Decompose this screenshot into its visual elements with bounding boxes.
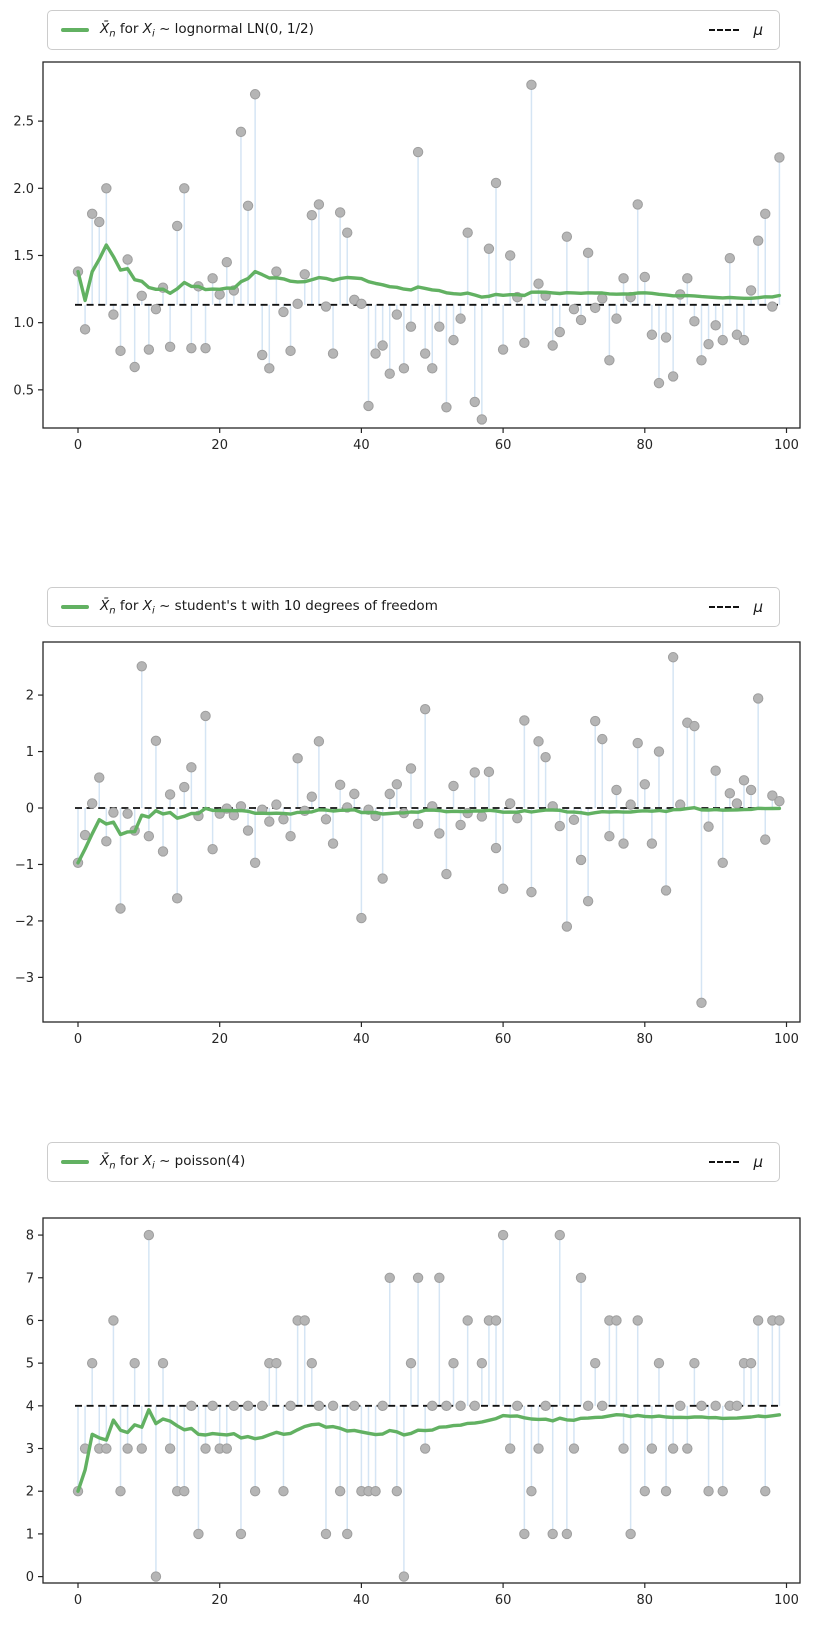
mu-dash-swatch	[709, 1161, 740, 1163]
legend-series-entry: X̄n for Xi ~ lognormal LN(0, 1/2)	[61, 20, 314, 40]
series-line-swatch	[61, 1160, 89, 1164]
stem-lines	[77, 657, 781, 1003]
svg-text:8: 8	[26, 1229, 34, 1244]
sample-markers	[72, 1229, 785, 1582]
plot-frame	[42, 1217, 801, 1584]
mu-label: μ	[753, 598, 763, 616]
mu-label: μ	[753, 1153, 763, 1171]
svg-text:20: 20	[211, 1593, 228, 1608]
svg-text:0: 0	[74, 438, 82, 453]
legend-series-entry: X̄n for Xi ~ poisson(4)	[61, 1152, 246, 1172]
running-mean-line	[76, 1408, 782, 1493]
svg-text:−3: −3	[15, 971, 34, 986]
svg-text:0: 0	[74, 1032, 82, 1047]
x-axis-ticks: 0 20 40 60 80 100	[74, 1022, 799, 1047]
svg-text:1: 1	[26, 745, 34, 760]
svg-text:0: 0	[26, 802, 34, 817]
stem-lines	[77, 1235, 781, 1577]
svg-text:80: 80	[637, 438, 654, 453]
svg-text:20: 20	[211, 1032, 228, 1047]
running-mean-line	[76, 243, 782, 303]
svg-text:60: 60	[495, 438, 512, 453]
x-axis-ticks: 0 20 40 60 80 100	[74, 428, 799, 453]
svg-text:4: 4	[26, 1399, 34, 1414]
series-label: X̄n for Xi ~ student's t with 10 degrees…	[100, 597, 438, 617]
running-mean-line	[76, 806, 782, 865]
svg-text:1.5: 1.5	[13, 249, 34, 264]
svg-text:2.5: 2.5	[13, 115, 34, 130]
svg-text:0.5: 0.5	[13, 383, 34, 398]
series-line-swatch	[61, 28, 89, 32]
svg-text:60: 60	[495, 1593, 512, 1608]
mu-dash-swatch	[709, 606, 740, 608]
svg-text:80: 80	[637, 1032, 654, 1047]
svg-text:100: 100	[774, 1032, 799, 1047]
series-line-swatch	[61, 605, 89, 609]
x-axis-ticks: 0 20 40 60 80 100	[74, 1583, 799, 1608]
y-axis-ticks: 0.5 1.0 1.5 2.0 2.5	[13, 115, 43, 398]
svg-text:60: 60	[495, 1032, 512, 1047]
svg-text:0: 0	[74, 1593, 82, 1608]
y-axis-ticks: 0 1 2 3 4 5 6 7 8	[26, 1229, 43, 1585]
chart-0: 0.5 1.0 1.5 2.0 2.5 0 20 40 60 80 100	[13, 61, 801, 453]
svg-text:7: 7	[26, 1271, 34, 1286]
series-label: X̄n for Xi ~ lognormal LN(0, 1/2)	[100, 20, 314, 40]
sample-markers	[72, 652, 785, 1009]
legend-series-entry: X̄n for Xi ~ student's t with 10 degrees…	[61, 597, 438, 617]
svg-text:80: 80	[637, 1593, 654, 1608]
legend-mu-entry: μ	[709, 598, 763, 616]
svg-text:1.0: 1.0	[13, 316, 34, 331]
svg-text:2: 2	[26, 689, 34, 704]
plot-frame	[42, 641, 801, 1023]
svg-text:−1: −1	[15, 858, 34, 873]
series-label: X̄n for Xi ~ poisson(4)	[100, 1152, 246, 1172]
svg-text:6: 6	[26, 1314, 34, 1329]
svg-text:3: 3	[26, 1442, 34, 1457]
svg-text:100: 100	[774, 1593, 799, 1608]
svg-text:40: 40	[353, 1593, 370, 1608]
stem-lines	[77, 84, 781, 420]
mu-dash-swatch	[709, 29, 740, 31]
svg-text:2: 2	[26, 1485, 34, 1500]
sample-markers	[72, 79, 785, 425]
svg-text:5: 5	[26, 1357, 34, 1372]
svg-text:100: 100	[774, 438, 799, 453]
svg-text:2.0: 2.0	[13, 182, 34, 197]
legend-box-poisson: X̄n for Xi ~ poisson(4) μ	[47, 1142, 780, 1182]
plot-frame	[42, 61, 801, 429]
legend-mu-entry: μ	[709, 21, 763, 39]
svg-text:40: 40	[353, 438, 370, 453]
svg-text:20: 20	[211, 438, 228, 453]
svg-text:1: 1	[26, 1527, 34, 1542]
mu-label: μ	[753, 21, 763, 39]
svg-text:0: 0	[26, 1570, 34, 1585]
legend-mu-entry: μ	[709, 1153, 763, 1171]
legend-box-students-t: X̄n for Xi ~ student's t with 10 degrees…	[47, 587, 780, 627]
svg-text:40: 40	[353, 1032, 370, 1047]
legend-box-lognormal: X̄n for Xi ~ lognormal LN(0, 1/2) μ	[47, 10, 780, 50]
y-axis-ticks: −3 −2 −1 0 1 2	[15, 689, 43, 986]
svg-text:−2: −2	[15, 914, 34, 929]
